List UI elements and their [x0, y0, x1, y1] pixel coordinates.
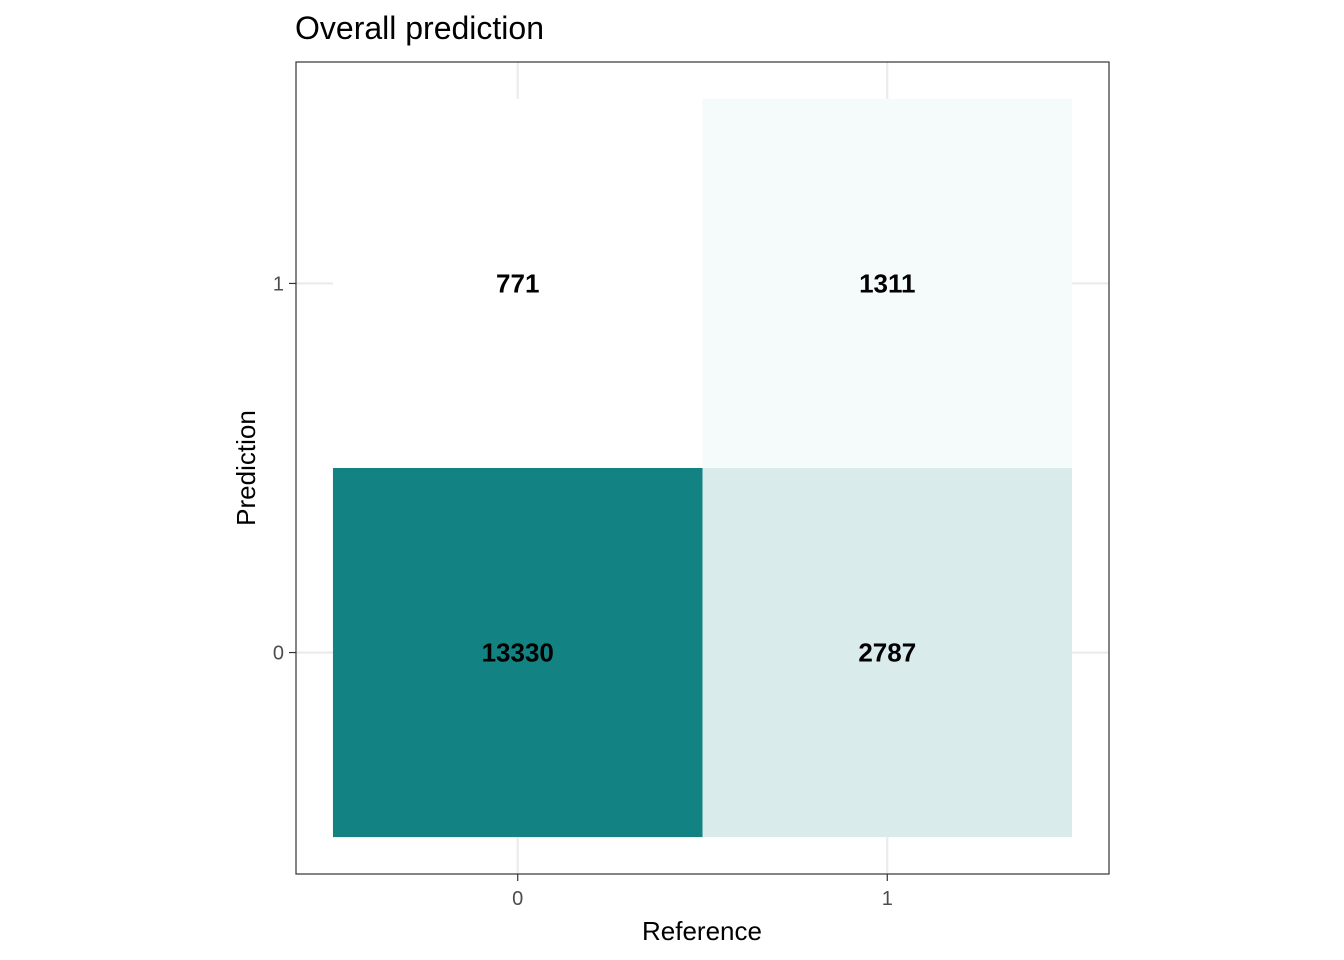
cell-labels: 13330 2787 771 1311	[482, 268, 917, 667]
cell-ref-1-pred-0	[702, 468, 1073, 838]
cell-label-ref-1-pred-1: 1311	[859, 268, 915, 298]
x-axis-title: Reference	[642, 916, 762, 946]
heatmap-cells	[332, 98, 1073, 838]
panel-border	[295, 61, 1110, 875]
y-tick-label-0: 0	[273, 643, 284, 665]
x-tick-label-0: 0	[512, 888, 523, 910]
y-axis-title: Prediction	[231, 410, 261, 526]
axes: 0 1 0 1	[273, 273, 893, 910]
cell-label-ref-1-pred-0: 2787	[858, 638, 916, 668]
x-tick-label-1: 1	[882, 888, 893, 910]
cell-label-ref-0-pred-0: 13330	[482, 638, 554, 668]
y-tick-label-1: 1	[273, 273, 284, 295]
cell-ref-0-pred-1	[332, 98, 703, 468]
chart-title: Overall prediction	[295, 10, 544, 46]
cell-ref-1-pred-1	[702, 98, 1073, 468]
cell-label-ref-0-pred-1: 771	[496, 268, 539, 298]
cell-ref-0-pred-0	[332, 468, 703, 838]
